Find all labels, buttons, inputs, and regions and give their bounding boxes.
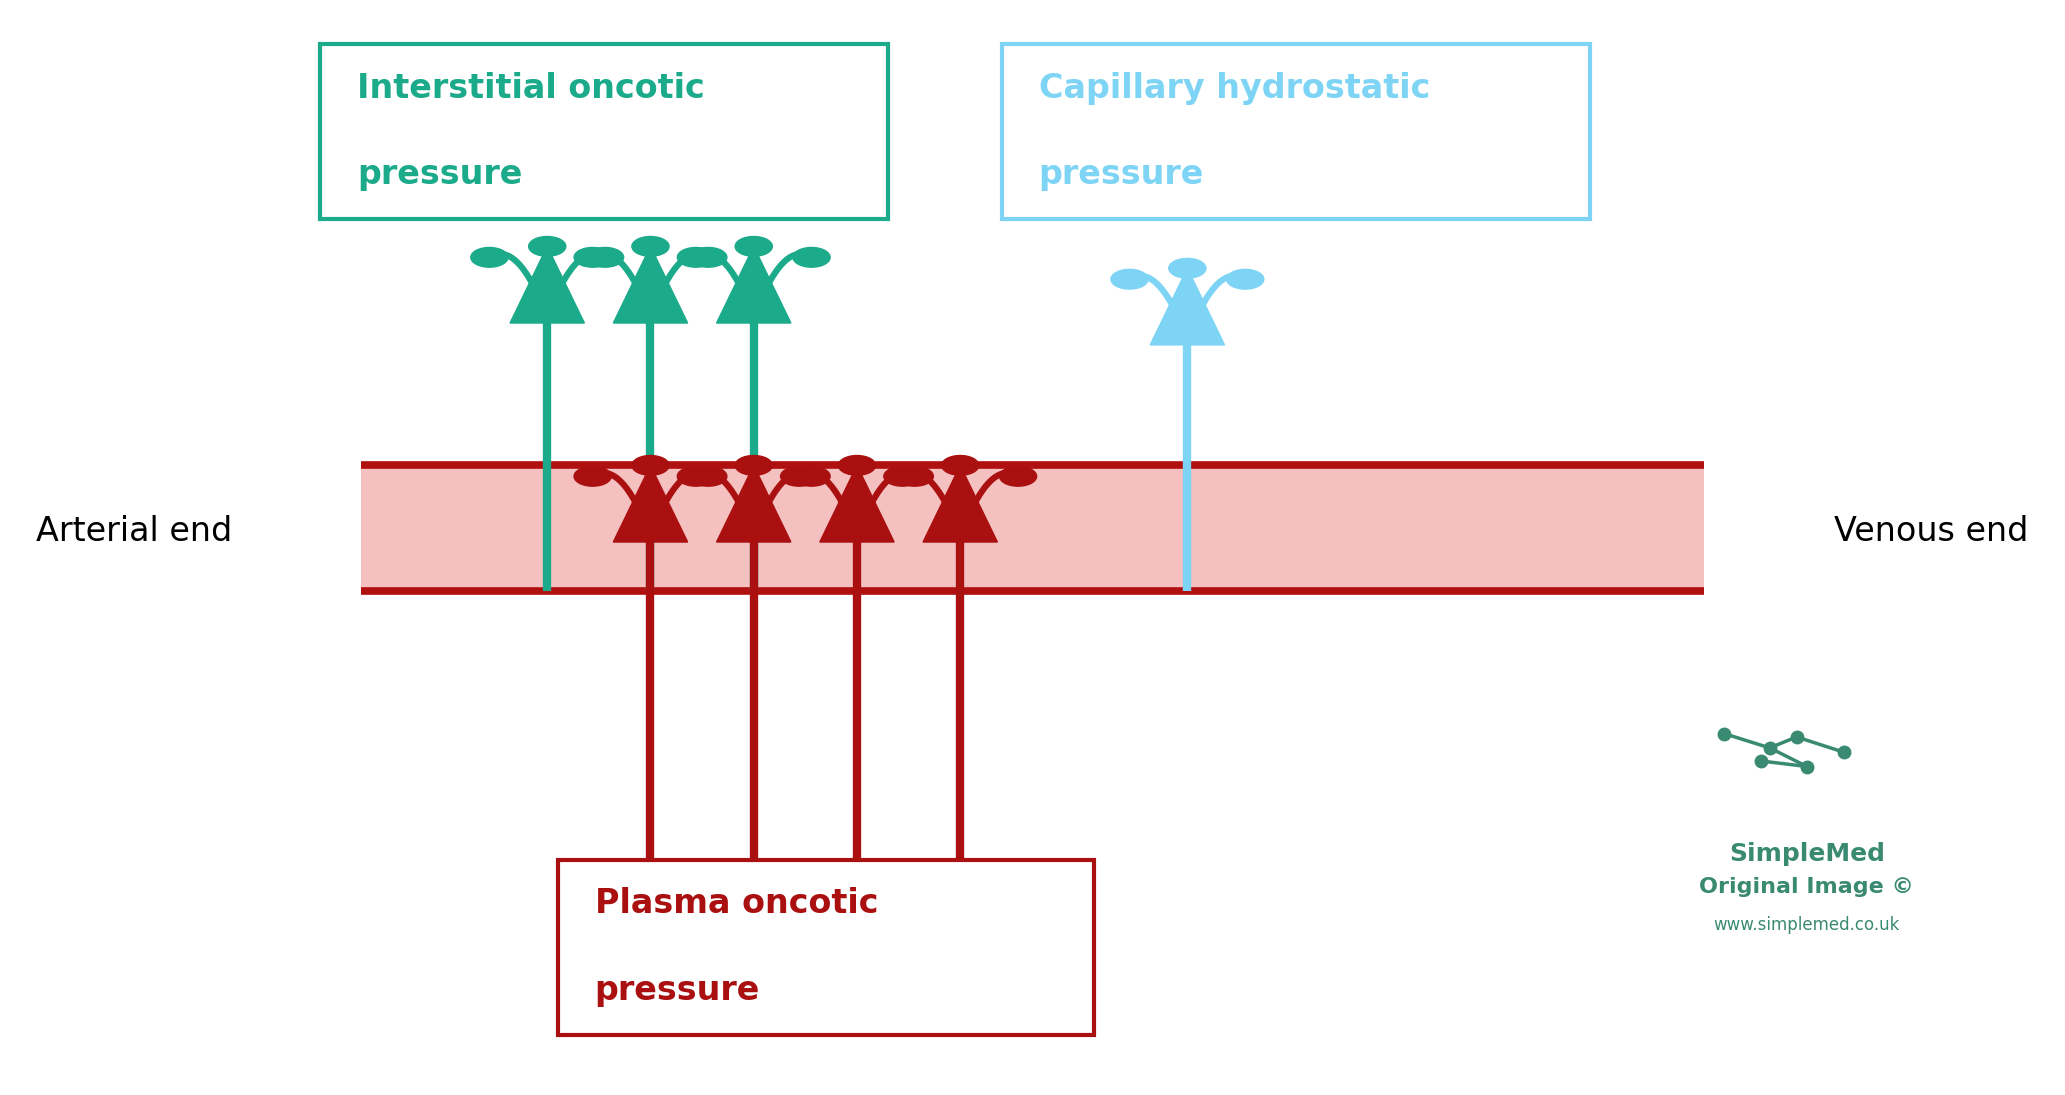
Circle shape [690, 466, 727, 486]
Circle shape [690, 247, 727, 267]
Polygon shape [820, 465, 894, 542]
Bar [320, 44, 888, 219]
Circle shape [1111, 269, 1148, 289]
Circle shape [942, 456, 979, 475]
Text: Venous end: Venous end [1834, 515, 2028, 548]
Circle shape [1227, 269, 1264, 289]
Polygon shape [613, 465, 688, 542]
Circle shape [632, 237, 669, 256]
Circle shape [529, 237, 566, 256]
Circle shape [793, 247, 830, 267]
Circle shape [1169, 258, 1206, 278]
Bar [558, 860, 1094, 1035]
Bar [1002, 44, 1590, 219]
Polygon shape [717, 246, 791, 323]
Polygon shape [717, 465, 791, 542]
Polygon shape [1150, 268, 1225, 345]
Text: Arterial end: Arterial end [35, 515, 233, 548]
Text: Interstitial oncotic

pressure: Interstitial oncotic pressure [357, 71, 704, 192]
Polygon shape [923, 465, 997, 542]
Circle shape [838, 456, 876, 475]
Circle shape [677, 247, 714, 267]
Circle shape [471, 247, 508, 267]
Circle shape [735, 456, 772, 475]
Circle shape [677, 466, 714, 486]
Polygon shape [510, 246, 584, 323]
Polygon shape [613, 246, 688, 323]
Circle shape [735, 237, 772, 256]
Circle shape [574, 247, 611, 267]
Circle shape [586, 247, 624, 267]
Bar [361, 465, 1704, 591]
Text: SimpleMed: SimpleMed [1728, 842, 1885, 866]
Circle shape [793, 466, 830, 486]
Text: Capillary hydrostatic

pressure: Capillary hydrostatic pressure [1039, 71, 1431, 192]
Text: Plasma oncotic

pressure: Plasma oncotic pressure [595, 887, 878, 1007]
Circle shape [632, 456, 669, 475]
Text: Original Image ©: Original Image © [1699, 877, 1914, 897]
Circle shape [884, 466, 921, 486]
Circle shape [896, 466, 933, 486]
Text: www.simplemed.co.uk: www.simplemed.co.uk [1714, 917, 1900, 934]
Circle shape [574, 466, 611, 486]
Circle shape [781, 466, 818, 486]
Circle shape [999, 466, 1037, 486]
